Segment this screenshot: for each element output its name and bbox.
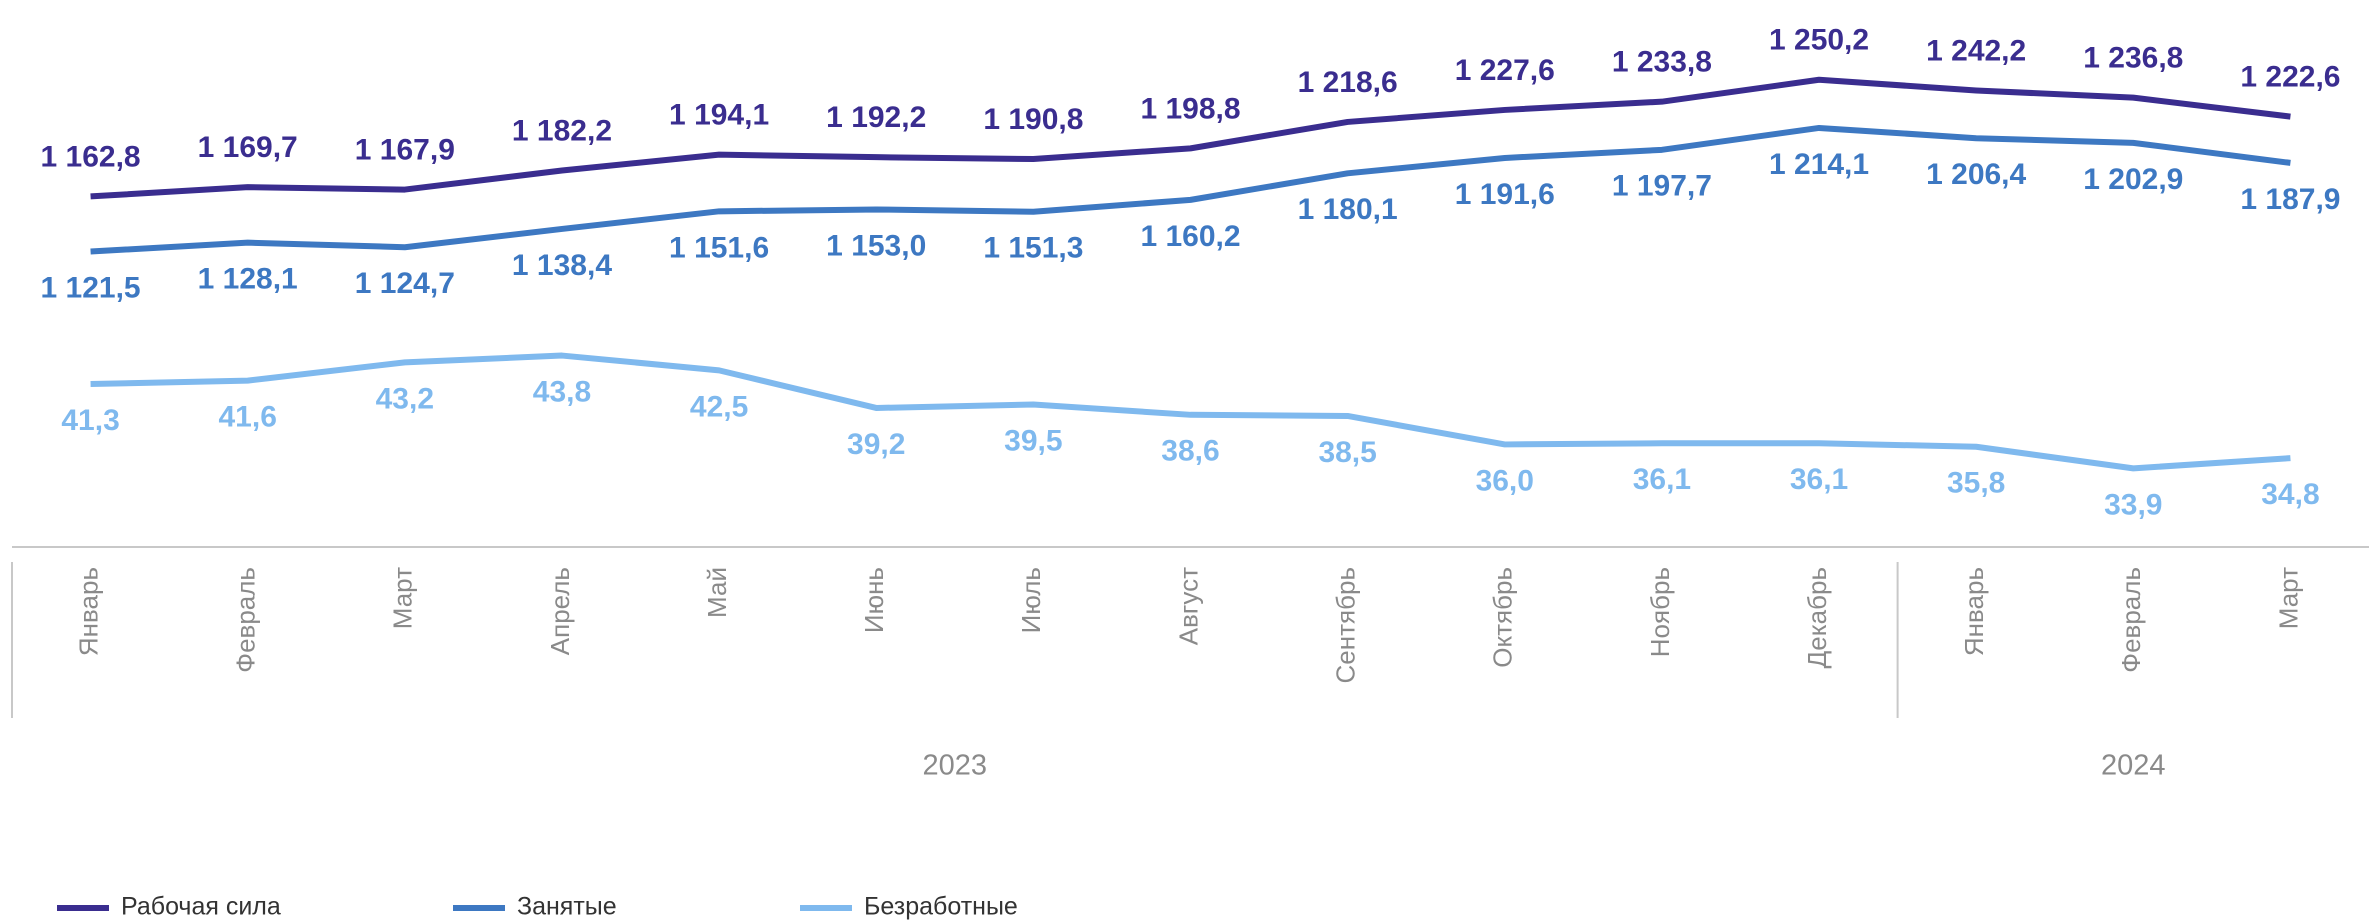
data-label: 1 190,8 [983, 103, 1083, 136]
x-tick-label: Ноябрь [1645, 567, 1675, 657]
data-label: 1 191,6 [1455, 178, 1555, 211]
group-label: 2023 [923, 750, 988, 782]
x-tick-label: Апрель [545, 567, 575, 655]
data-label: 1 206,4 [1926, 158, 2026, 191]
data-label: 1 218,6 [1298, 66, 1398, 99]
data-label: 1 182,2 [512, 114, 612, 147]
x-tick-label: Июнь [859, 567, 889, 633]
data-label: 1 153,0 [826, 229, 926, 262]
data-label: 1 242,2 [1926, 34, 2026, 67]
data-label: 1 198,8 [1140, 92, 1240, 125]
x-tick-label: Февраль [2116, 567, 2146, 673]
data-label: 41,3 [61, 404, 119, 437]
data-label: 1 227,6 [1455, 54, 1555, 87]
x-tick-label: Октябрь [1488, 567, 1518, 668]
x-tick-label: Март [388, 567, 418, 629]
data-label: 36,0 [1476, 464, 1534, 497]
data-label: 36,1 [1633, 463, 1691, 496]
data-label: 1 151,6 [669, 231, 769, 264]
group-label: 2024 [2101, 750, 2166, 782]
data-label: 42,5 [690, 390, 748, 423]
x-tick-label: Февраль [231, 567, 261, 673]
data-label: 33,9 [2104, 488, 2162, 521]
data-label: 1 192,2 [826, 101, 926, 134]
x-tick-label: Июль [1016, 567, 1046, 633]
data-label: 1 233,8 [1612, 46, 1712, 79]
legend-label: Занятые [517, 893, 617, 921]
data-label: 1 187,9 [2240, 183, 2340, 216]
x-tick-label: Август [1173, 567, 1203, 645]
data-label: 39,2 [847, 428, 905, 461]
data-label: 1 250,2 [1769, 24, 1869, 57]
data-label: 1 160,2 [1140, 220, 1240, 253]
data-label: 1 138,4 [512, 249, 612, 282]
x-tick-label: Март [2273, 567, 2303, 629]
data-label: 1 194,1 [669, 99, 769, 132]
data-label: 1 169,7 [198, 131, 298, 164]
data-label: 1 162,8 [41, 140, 141, 173]
data-label: 1 167,9 [355, 134, 455, 167]
data-label: 1 180,1 [1298, 193, 1398, 226]
data-label: 35,8 [1947, 467, 2005, 500]
series-line [90, 76, 2291, 200]
data-label: 34,8 [2261, 478, 2319, 511]
legend-label: Безработные [864, 893, 1018, 921]
x-tick-label: Сентябрь [1331, 567, 1361, 683]
data-label: 43,8 [533, 375, 591, 408]
data-label: 1 151,3 [983, 232, 1083, 265]
data-label: 1 202,9 [2083, 163, 2183, 196]
data-label: 1 236,8 [2083, 42, 2183, 75]
data-label: 38,6 [1161, 435, 1219, 468]
series-line [90, 124, 2291, 255]
data-label: 41,6 [219, 401, 277, 434]
data-label: 1 121,5 [41, 271, 141, 304]
x-tick-label: Январь [73, 567, 103, 656]
x-tick-label: Май [702, 567, 732, 618]
data-label: 43,2 [376, 382, 434, 415]
x-tick-label: Декабрь [1802, 567, 1832, 668]
legend-label: Рабочая сила [121, 893, 281, 921]
data-label: 36,1 [1790, 463, 1848, 496]
data-label: 38,5 [1318, 436, 1376, 469]
data-label: 39,5 [1004, 424, 1062, 457]
series-line [90, 352, 2291, 472]
data-label: 1 124,7 [355, 267, 455, 300]
data-label: 1 214,1 [1769, 148, 1869, 181]
data-label: 1 128,1 [198, 263, 298, 296]
data-label: 1 222,6 [2240, 61, 2340, 94]
data-label: 1 197,7 [1612, 170, 1712, 203]
x-tick-label: Январь [1959, 567, 1989, 656]
